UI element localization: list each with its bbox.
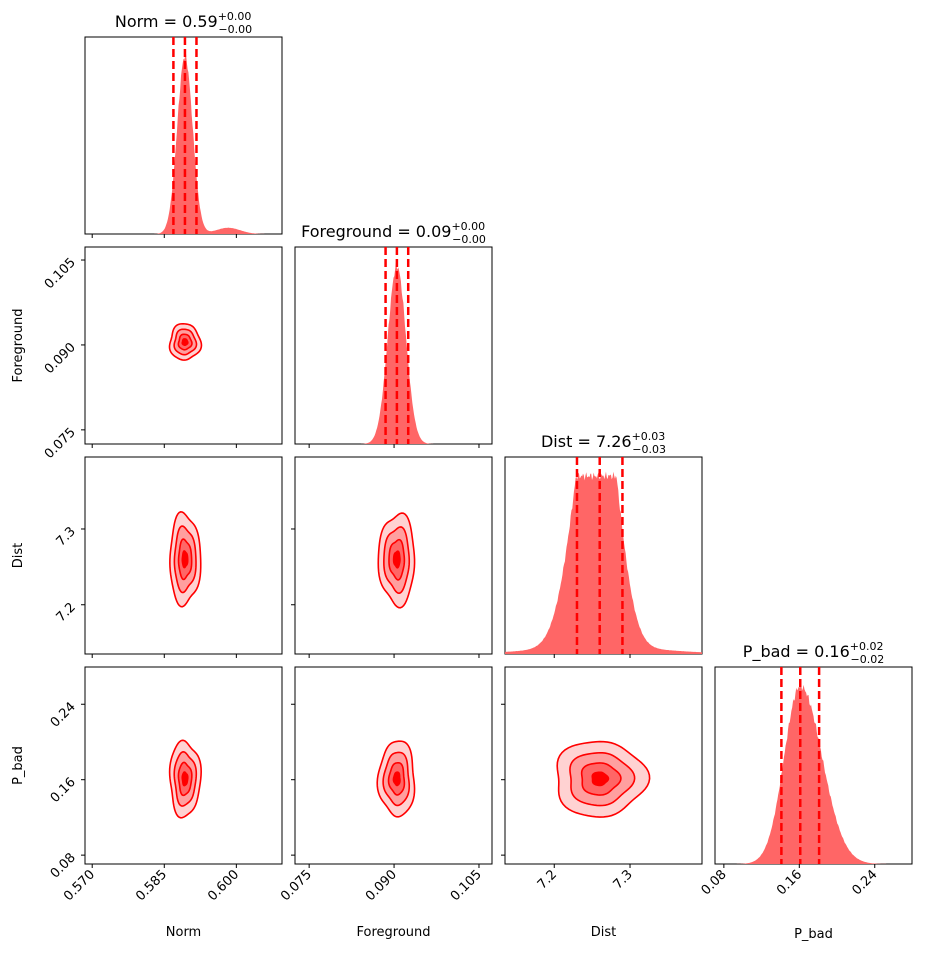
x-tick-label-P_bad: 0.24 xyxy=(849,867,880,898)
contour-P_bad-vs-Norm-level-4 xyxy=(181,771,189,787)
y-tick-label-Foreground: 0.105 xyxy=(42,255,79,292)
contour-P_bad-vs-Foreground-level-4 xyxy=(392,771,401,787)
panel-frame-P_bad-vs-Norm xyxy=(84,666,283,865)
histogram-Dist xyxy=(505,471,702,654)
panel-frame-Dist-vs-Foreground xyxy=(294,456,493,655)
y-tick-label-Foreground: 0.075 xyxy=(42,425,79,462)
x-tick-label-Foreground: 0.075 xyxy=(278,867,315,904)
title-upper-error: +0.03 xyxy=(632,430,666,443)
contour-P_bad-vs-Dist-level-4 xyxy=(591,771,610,787)
y-axis-label-Dist: Dist xyxy=(11,543,26,569)
x-tick-label-Dist: 7.2 xyxy=(535,867,560,892)
title-lower-error: −0.02 xyxy=(850,653,884,666)
title-lower-error: −0.00 xyxy=(452,233,486,246)
title-lower-error: −0.00 xyxy=(218,23,252,36)
contour-Dist-vs-Norm-level-4 xyxy=(181,550,189,569)
histogram-P_bad xyxy=(715,683,912,864)
histogram-Norm xyxy=(85,53,282,234)
title-value: Foreground = 0.09 xyxy=(301,222,451,241)
y-tick-label-P_bad: 0.24 xyxy=(48,699,79,730)
title-lower-error: −0.03 xyxy=(632,443,666,456)
y-axis-label-Foreground: Foreground xyxy=(11,308,26,382)
x-axis-label-P_bad: P_bad xyxy=(794,927,833,942)
x-tick-label-Norm: 0.585 xyxy=(133,867,170,904)
y-tick-label-Foreground: 0.090 xyxy=(42,340,79,377)
x-tick-label-Foreground: 0.105 xyxy=(448,867,485,904)
title-value: P_bad = 0.16 xyxy=(743,642,850,662)
title-upper-error: +0.00 xyxy=(451,220,485,233)
panel-title-P_bad: P_bad = 0.16+0.02 −0.02 xyxy=(743,640,884,666)
x-tick-label-Foreground: 0.090 xyxy=(363,867,400,904)
x-tick-label-P_bad: 0.08 xyxy=(699,867,730,898)
y-tick-label-P_bad: 0.16 xyxy=(48,775,79,806)
panel-title-Dist: Dist = 7.26+0.03 −0.03 xyxy=(541,430,666,456)
panel-title-Norm: Norm = 0.59+0.00 −0.00 xyxy=(115,10,252,36)
title-value: Norm = 0.59 xyxy=(115,12,218,31)
panel-frame-Dist-vs-Norm xyxy=(84,456,283,655)
contour-Foreground-vs-Norm-level-4 xyxy=(181,338,189,347)
title-value: Dist = 7.26 xyxy=(541,432,632,451)
contour-Dist-vs-Foreground-level-4 xyxy=(392,550,401,569)
panel-title-Foreground: Foreground = 0.09+0.00 −0.00 xyxy=(301,220,486,246)
title-upper-error: +0.02 xyxy=(850,640,884,653)
x-tick-label-Dist: 7.3 xyxy=(611,867,636,892)
panel-frame-P_bad-vs-Foreground xyxy=(294,666,493,865)
panel-frame-P_bad-vs-Dist xyxy=(504,666,703,865)
y-tick-label-Dist: 7.2 xyxy=(54,600,79,625)
title-upper-error: +0.00 xyxy=(218,10,252,23)
x-tick-label-P_bad: 0.16 xyxy=(774,867,805,898)
x-axis-label-Dist: Dist xyxy=(591,925,617,940)
y-tick-label-P_bad: 0.08 xyxy=(48,850,79,881)
panel-frame-Foreground-vs-Norm xyxy=(84,246,283,445)
histogram-Foreground xyxy=(295,262,492,444)
x-axis-label-Foreground: Foreground xyxy=(356,925,430,940)
x-tick-label-Norm: 0.600 xyxy=(205,867,242,904)
y-axis-label-P_bad: P_bad xyxy=(11,746,26,785)
x-axis-label-Norm: Norm xyxy=(166,925,201,940)
y-tick-label-Dist: 7.3 xyxy=(54,524,79,549)
